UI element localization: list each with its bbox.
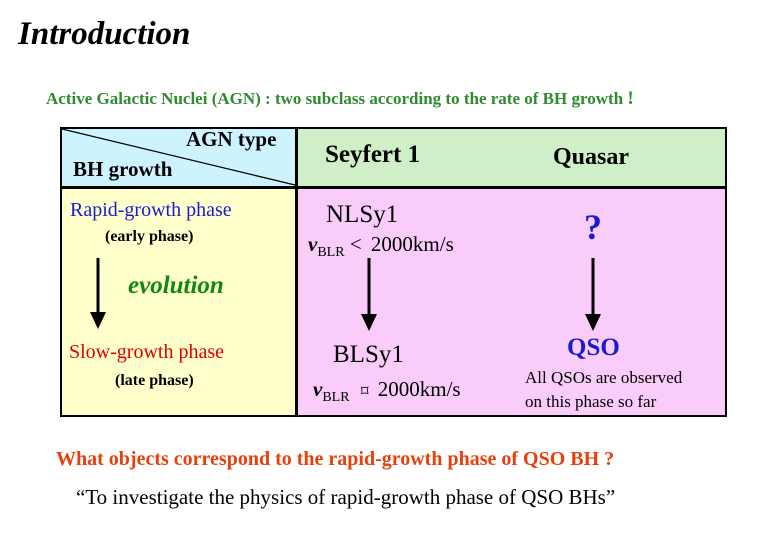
nlsy1-relation: < (349, 232, 362, 256)
qso-note-line1: All QSOs are observed (525, 368, 683, 387)
nlsy1-v-subscript: BLR (317, 245, 345, 260)
corner-agn-type: AGN type (186, 127, 277, 151)
quasar-arrow-icon (585, 258, 601, 331)
rapid-growth-label: Rapid-growth phase (70, 199, 232, 221)
table-border-bottom (60, 415, 727, 417)
research-quote: “To investigate the physics of rapid-gro… (76, 485, 616, 509)
seyfert-arrow-icon (361, 258, 377, 331)
table-border-right (725, 127, 727, 417)
unknown-mark: ? (584, 207, 602, 247)
subtitle-text: Active Galactic Nuclei (AGN) : two subcl… (46, 89, 624, 108)
corner-bh-growth: BH growth (73, 157, 173, 181)
table-header-cell (297, 127, 727, 187)
blsy1-v-subscript: BLR (322, 390, 350, 405)
nlsy1-velocity: vBLR < 2000km/s (308, 232, 454, 261)
blsy1-v-symbol: v (313, 377, 323, 401)
nlsy1-v-symbol: v (308, 232, 318, 256)
table-column-divider (295, 127, 298, 417)
column-quasar: Quasar (553, 144, 630, 170)
slide-title: Introduction (18, 16, 191, 52)
corner-diagonal (61, 128, 296, 186)
table-border-left (60, 127, 62, 417)
slow-growth-sub: (late phase) (115, 372, 194, 389)
blsy1-value: 2000km/s (377, 377, 461, 401)
blsy1-relation: ⌑ (360, 384, 369, 400)
slide-subtitle: Active Galactic Nuclei (AGN) : two subcl… (46, 88, 634, 110)
qso-label: QSO (567, 334, 620, 361)
column-seyfert1: Seyfert 1 (325, 141, 421, 168)
subtitle-mark: ! (627, 88, 634, 109)
slow-growth-label: Slow-growth phase (69, 341, 224, 363)
table-border-top (60, 127, 727, 129)
nlsy1-label: NLSy1 (326, 201, 399, 228)
qso-note-line2: on this phase so far (525, 392, 657, 411)
research-question: What objects correspond to the rapid-gro… (56, 448, 615, 470)
blsy1-velocity: vBLR ⌑ 2000km/s (313, 377, 461, 406)
evolution-arrow-icon (90, 258, 106, 329)
blsy1-label: BLSy1 (333, 341, 404, 368)
nlsy1-value: 2000km/s (370, 232, 454, 256)
evolution-label: evolution (128, 272, 224, 299)
rapid-growth-sub: (early phase) (105, 228, 194, 245)
table-header-divider (60, 186, 727, 189)
